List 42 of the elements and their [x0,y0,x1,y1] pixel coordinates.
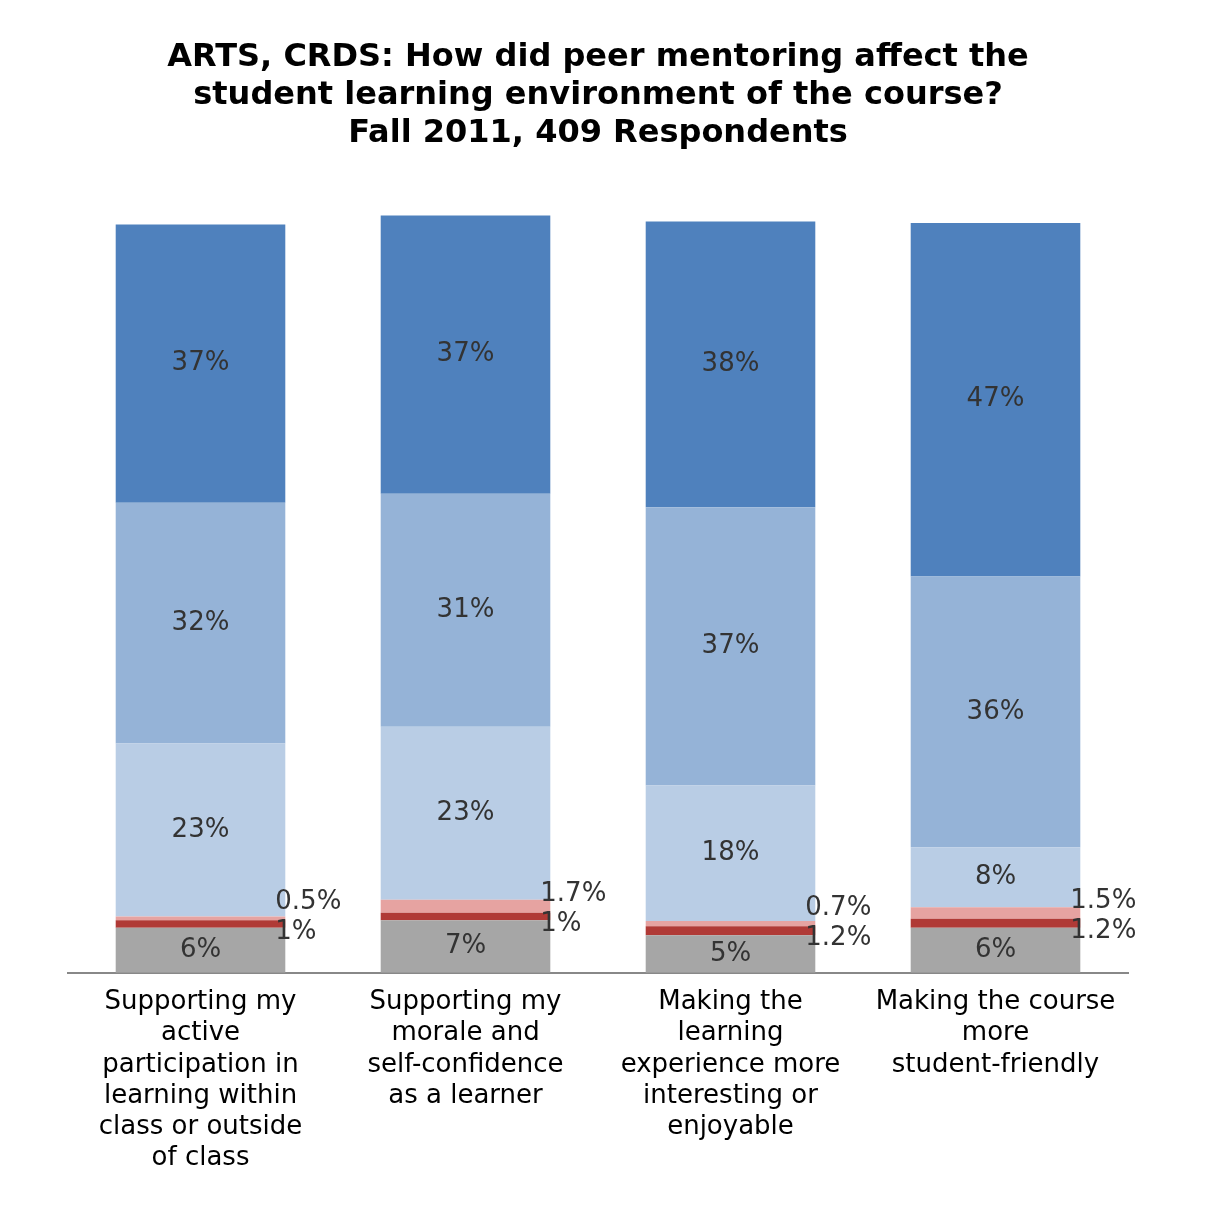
data-label: 0.7% [805,891,872,922]
data-label: 1% [540,907,582,938]
data-label: 32% [171,605,230,636]
data-label: 7% [444,929,487,960]
x-tick-label: Making the learning experience more interesting or enjoyable [620,985,841,1140]
bar [910,907,1081,919]
bar [380,493,551,727]
data-label: 38% [701,347,760,378]
x-tick-label: Supporting my morale and self-confidence as a learner [367,985,564,1109]
data-label: 1.7% [540,877,607,908]
data-label: 5% [709,936,752,967]
data-label: 37% [171,346,230,377]
data-label: 1.5% [1070,883,1137,914]
bar [380,215,551,494]
bar [115,224,286,503]
bar [645,507,816,786]
bar [115,916,286,921]
x-tick-label: Making the course more student-friendly [875,985,1116,1078]
x-tick-label: Supporting my active participation in learning within class or outside of class [98,985,303,1172]
data-label: 37% [436,337,495,368]
data-label: 36% [966,694,1025,725]
bar [115,502,286,744]
chart-subtitle: Fall 2011, 409 Respondents [348,112,848,151]
data-label: 1.2% [805,921,872,952]
data-label: 23% [171,812,230,843]
data-label: 18% [701,835,760,866]
bar [645,920,816,927]
data-label: 47% [966,382,1025,413]
data-label: 1% [275,914,317,945]
data-label: 8% [974,860,1017,891]
data-label: 6% [974,932,1017,963]
data-label: 6% [179,932,222,963]
data-label: 23% [436,796,495,827]
bar [380,899,551,913]
bar [910,576,1081,848]
chart-title: ARTS, CRDS: How did peer mentoring affect the student learning environment of the course? [167,35,1029,112]
data-label: 0.5% [275,884,342,915]
bar [645,221,816,508]
data-label: 1.2% [1070,913,1137,944]
bar [910,222,1081,577]
data-label: 37% [701,629,760,660]
data-label: 31% [436,593,495,624]
